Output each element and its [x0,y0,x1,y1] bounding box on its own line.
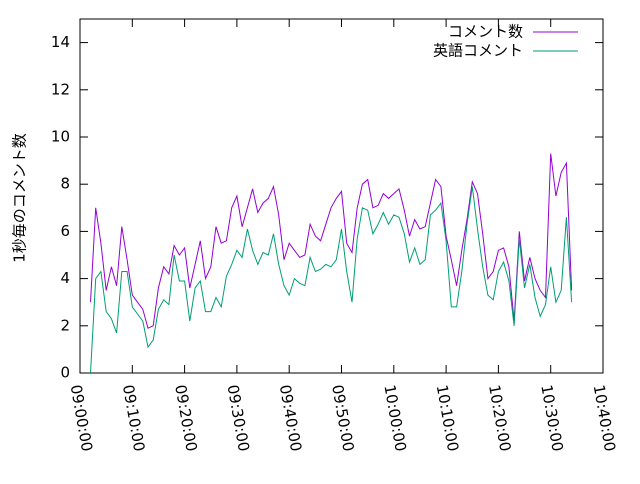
y-tick-label: 4 [60,269,70,287]
y-tick-label: 0 [60,364,70,382]
x-tick-label: 09:50:00 [328,383,357,452]
x-tick-label: 10:20:00 [485,383,514,452]
plot-border [79,18,604,374]
y-tick-label: 8 [60,175,70,193]
x-tick-label: 09:00:00 [67,383,96,452]
x-tick-label: 09:10:00 [119,383,148,452]
x-tick-label: 10:40:00 [590,383,619,452]
y-axis-label: 1秒毎のコメント数 [11,133,29,263]
series-line [90,153,573,329]
y-tick-label: 2 [60,316,70,334]
legend-label: コメント数 [448,23,523,41]
y-tick-label: 6 [60,222,70,240]
y-tick-label: 14 [51,33,70,51]
y-tick-label: 12 [51,80,70,98]
y-tick-label: 10 [51,128,70,146]
x-tick-label: 10:10:00 [433,383,462,452]
legend-label: 英語コメント [433,42,523,60]
x-tick-label: 09:20:00 [171,383,200,452]
x-tick-label: 10:00:00 [380,383,409,452]
x-tick-label: 10:30:00 [537,383,566,452]
x-tick-label: 09:40:00 [276,383,305,452]
x-tick-label: 09:30:00 [224,383,253,452]
series-line [90,186,573,374]
